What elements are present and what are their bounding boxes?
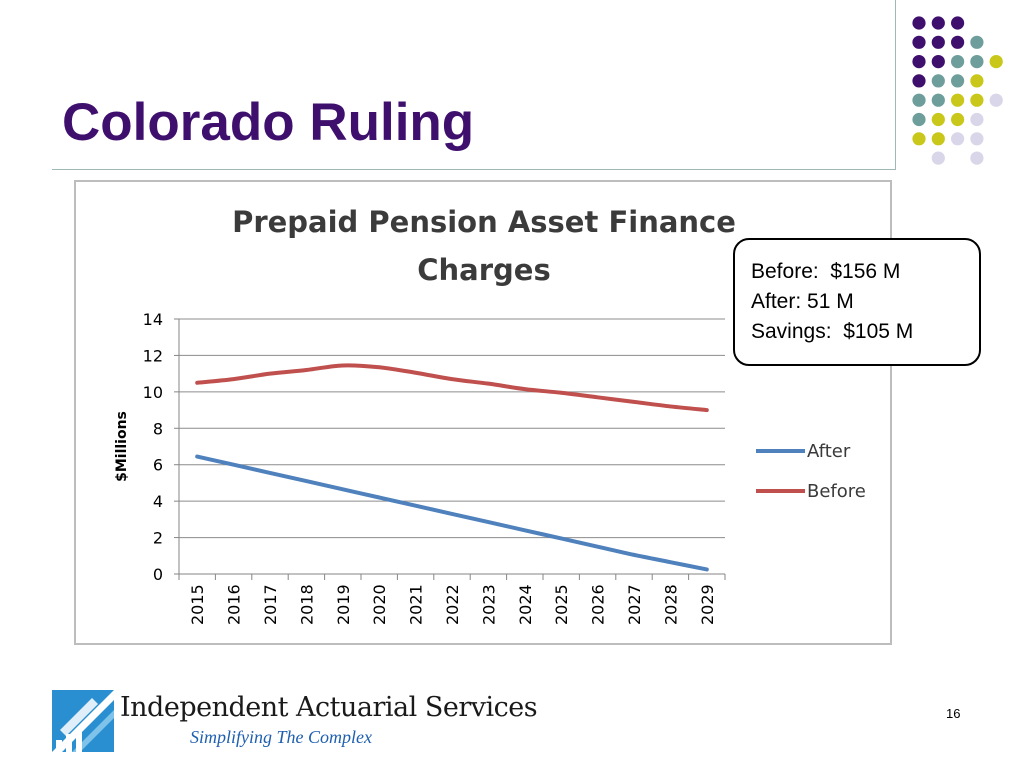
- legend-label: Before: [807, 481, 866, 502]
- y-tick-label: 10: [143, 383, 163, 402]
- x-tick-label: 2016: [225, 584, 244, 625]
- x-tick-label: 2019: [334, 584, 353, 625]
- callout-savings: Savings: $105 M: [751, 320, 914, 343]
- logo-mark-icon: [52, 690, 114, 752]
- decorative-dot: [970, 35, 984, 49]
- decorative-dot: [970, 151, 984, 165]
- decorative-dot: [951, 35, 965, 49]
- chart-series: [195, 363, 709, 572]
- decorative-dot: [912, 132, 926, 146]
- y-axis-label: $Millions: [114, 411, 130, 482]
- decorative-dot: [989, 55, 1003, 69]
- decorative-dot: [931, 35, 945, 49]
- y-tick-label: 12: [143, 346, 163, 365]
- decorative-dot: [912, 35, 926, 49]
- chart-title: Prepaid Pension Asset Finance Charges: [232, 205, 736, 287]
- decorative-dot: [970, 74, 984, 88]
- y-tick-label: 4: [153, 492, 163, 511]
- decorative-dot: [931, 55, 945, 69]
- decorative-dot: [951, 132, 965, 146]
- x-tick-label: 2018: [297, 584, 316, 625]
- x-tick-label: 2021: [407, 584, 426, 625]
- decorative-dot: [970, 112, 984, 127]
- decorative-dot: [931, 151, 945, 165]
- decorative-dot: [931, 93, 945, 107]
- decorative-dot: [989, 93, 1003, 107]
- x-tick-label: 2029: [698, 584, 717, 625]
- series-line-before: [195, 363, 709, 413]
- line-chart: Prepaid Pension Asset Finance Charges 0 2 4…: [114, 205, 866, 625]
- decorative-dot: [912, 74, 926, 88]
- decorative-dot: [951, 93, 965, 107]
- decorative-dot: [951, 112, 965, 127]
- y-tick-label: 0: [153, 565, 163, 584]
- page-number: 16: [946, 706, 961, 721]
- x-tick-label: 2015: [188, 584, 207, 625]
- decorative-dot: [912, 93, 926, 107]
- y-axis-ticks: 0 2 4 6 8 10 12 14: [143, 310, 180, 584]
- decorative-dot: [931, 132, 945, 146]
- decorative-dot: [970, 55, 984, 69]
- company-name: Independent Actuarial Services: [120, 692, 538, 723]
- chart-legend: After Before: [756, 441, 866, 502]
- legend-label: After: [807, 441, 851, 462]
- series-line-after: [195, 454, 709, 572]
- x-axis-ticks: 2015 2016 2017 2018 2019 2020 2021 2022 2023 2024…: [178, 574, 726, 625]
- savings-callout: Before: $156 M After: 51 M Savings: $105…: [733, 238, 981, 366]
- x-tick-label: 2026: [589, 584, 608, 625]
- decorative-dot: [912, 16, 926, 30]
- chart-gridlines: [179, 318, 725, 575]
- company-logo: Independent Actuarial Services Simplifyi…: [52, 690, 538, 754]
- decorative-dot: [951, 74, 965, 88]
- chart-title-line: Prepaid Pension Asset Finance: [232, 205, 736, 239]
- chart-title-line: Charges: [417, 253, 551, 287]
- decorative-dot: [912, 112, 926, 127]
- x-tick-label: 2023: [479, 584, 498, 625]
- decorative-dot: [931, 16, 945, 30]
- slide-title: Colorado Ruling: [62, 93, 475, 152]
- x-tick-label: 2025: [552, 584, 571, 625]
- callout-before: Before: $156 M: [751, 260, 901, 283]
- x-tick-label: 2024: [516, 584, 535, 625]
- decorative-dot: [951, 55, 965, 69]
- x-tick-label: 2020: [370, 584, 389, 625]
- x-tick-label: 2028: [661, 584, 680, 625]
- callout-after: After: 51 M: [751, 290, 854, 313]
- x-tick-label: 2017: [261, 584, 280, 625]
- x-tick-label: 2022: [443, 584, 462, 625]
- y-tick-label: 2: [153, 529, 163, 548]
- company-tagline: Simplifying The Complex: [190, 727, 372, 747]
- y-tick-label: 14: [143, 310, 163, 329]
- decorative-dot: [951, 16, 965, 30]
- title-vertical-divider: [895, 0, 896, 170]
- x-tick-label: 2027: [625, 584, 644, 625]
- title-divider: [52, 169, 895, 170]
- decorative-dot: [970, 132, 984, 146]
- decorative-dot: [931, 112, 945, 127]
- y-tick-label: 8: [153, 419, 163, 438]
- y-tick-label: 6: [153, 456, 163, 475]
- decorative-dot: [931, 74, 945, 88]
- decorative-dot: [912, 55, 926, 69]
- decorative-dot: [970, 93, 984, 107]
